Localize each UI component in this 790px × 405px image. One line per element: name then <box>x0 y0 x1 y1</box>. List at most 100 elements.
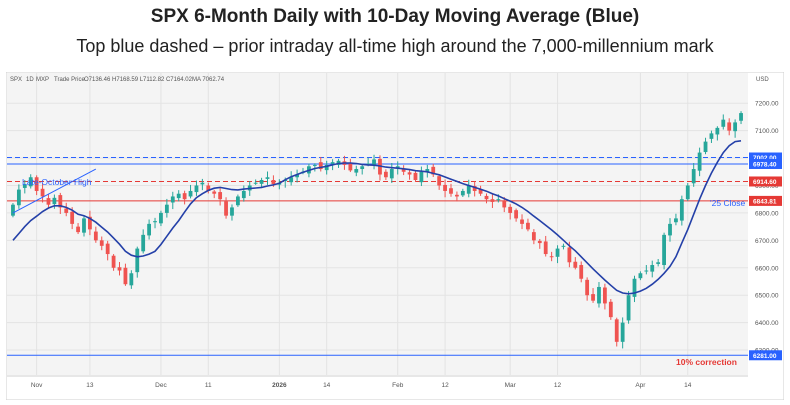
candle[interactable] <box>591 288 595 303</box>
candle[interactable] <box>685 183 690 201</box>
candle[interactable] <box>561 243 566 250</box>
candle[interactable] <box>715 126 720 141</box>
candle[interactable] <box>455 191 459 202</box>
candle[interactable] <box>188 184 193 199</box>
candle[interactable] <box>449 183 453 197</box>
candle[interactable] <box>348 158 353 173</box>
candle[interactable] <box>16 184 21 209</box>
candle[interactable] <box>644 265 649 275</box>
candle[interactable] <box>58 192 63 215</box>
candle[interactable] <box>88 210 92 236</box>
candle[interactable] <box>40 183 45 203</box>
candle[interactable] <box>230 204 234 221</box>
candle[interactable] <box>531 229 536 245</box>
candle[interactable] <box>656 258 661 267</box>
candle[interactable] <box>733 119 738 138</box>
candle[interactable] <box>602 283 607 310</box>
candle[interactable] <box>105 240 110 261</box>
candle[interactable] <box>241 185 246 202</box>
candle[interactable] <box>632 275 637 303</box>
candle[interactable] <box>354 165 359 177</box>
candle[interactable] <box>46 193 51 208</box>
candle[interactable] <box>372 154 376 170</box>
candle[interactable] <box>460 188 465 198</box>
candle[interactable] <box>289 171 294 186</box>
candle[interactable] <box>597 282 601 308</box>
candle[interactable] <box>650 260 655 278</box>
candle[interactable] <box>318 156 323 172</box>
candle[interactable] <box>579 261 584 283</box>
candle[interactable] <box>573 257 578 270</box>
candle[interactable] <box>490 193 495 208</box>
candle[interactable] <box>614 317 619 347</box>
candle[interactable] <box>123 263 128 286</box>
candle[interactable] <box>147 219 152 240</box>
candle[interactable] <box>295 169 299 183</box>
candle[interactable] <box>520 214 524 230</box>
candle[interactable] <box>739 111 743 125</box>
candle[interactable] <box>99 236 104 251</box>
candle[interactable] <box>668 218 672 242</box>
candle[interactable] <box>691 162 696 187</box>
candle[interactable] <box>407 169 412 180</box>
candlestick-chart[interactable]: 6300.006400.006500.006600.006700.006800.… <box>6 72 784 400</box>
candle[interactable] <box>413 171 418 182</box>
candle[interactable] <box>22 180 27 194</box>
candle[interactable] <box>235 194 240 207</box>
candle[interactable] <box>170 191 175 210</box>
candle[interactable] <box>11 203 15 218</box>
candle[interactable] <box>93 226 98 243</box>
candle[interactable] <box>508 204 513 220</box>
candle[interactable] <box>626 291 631 324</box>
candle[interactable] <box>709 130 714 143</box>
candle[interactable] <box>679 195 684 226</box>
candle[interactable] <box>129 270 134 289</box>
candle[interactable] <box>212 189 217 199</box>
candle[interactable] <box>218 186 223 206</box>
candle[interactable] <box>312 163 317 172</box>
candle[interactable] <box>537 238 542 249</box>
candle[interactable] <box>608 299 613 320</box>
candle[interactable] <box>265 171 270 185</box>
candle[interactable] <box>253 179 258 185</box>
candle[interactable] <box>620 317 625 349</box>
candle[interactable] <box>721 114 726 130</box>
candle[interactable] <box>472 181 477 197</box>
candle[interactable] <box>697 147 702 177</box>
candle[interactable] <box>638 271 643 281</box>
candle[interactable] <box>182 190 187 205</box>
candle[interactable] <box>111 254 116 271</box>
candle[interactable] <box>526 218 530 232</box>
candle[interactable] <box>194 180 199 196</box>
candle[interactable] <box>543 235 548 257</box>
candle[interactable] <box>164 198 169 218</box>
candle[interactable] <box>478 185 483 196</box>
candles[interactable] <box>11 111 743 349</box>
candle[interactable] <box>141 229 146 254</box>
candle[interactable] <box>224 197 228 219</box>
candle[interactable] <box>431 163 436 177</box>
candle[interactable] <box>466 179 471 198</box>
candle[interactable] <box>674 213 678 226</box>
candle[interactable] <box>514 208 519 222</box>
candle[interactable] <box>662 232 666 270</box>
candle[interactable] <box>437 174 442 190</box>
candle[interactable] <box>259 177 264 188</box>
candle[interactable] <box>206 182 211 194</box>
candle[interactable] <box>76 223 80 235</box>
candle[interactable] <box>549 251 554 262</box>
candle[interactable] <box>159 210 163 227</box>
candle[interactable] <box>383 169 388 180</box>
candle[interactable] <box>82 215 86 237</box>
candle[interactable] <box>401 165 406 176</box>
candle[interactable] <box>135 246 140 278</box>
candle[interactable] <box>153 217 157 229</box>
candle[interactable] <box>200 178 205 191</box>
candle[interactable] <box>727 118 732 136</box>
candle[interactable] <box>443 179 447 198</box>
candle[interactable] <box>360 164 365 175</box>
candle[interactable] <box>703 137 708 155</box>
candle[interactable] <box>555 245 560 264</box>
candle[interactable] <box>117 262 122 276</box>
candle[interactable] <box>176 190 181 202</box>
